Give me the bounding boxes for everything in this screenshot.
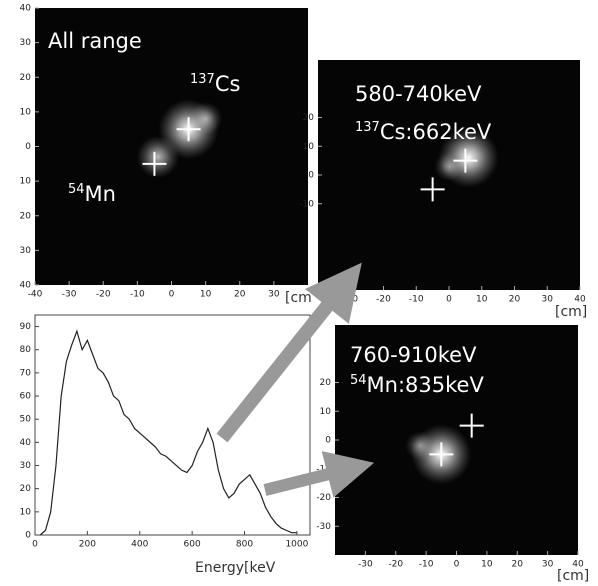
x-tick-label: 30 — [268, 290, 280, 300]
y-tick-label: 30 — [20, 246, 32, 256]
y-tick-label: 0 — [25, 142, 31, 152]
annotation: 137Cs — [190, 72, 240, 97]
x-tick-label: 600 — [184, 540, 201, 550]
y-tick-label: 0 — [308, 171, 314, 181]
y-tick-label: -30 — [316, 522, 331, 532]
y-tick-label: 10 — [320, 407, 332, 417]
x-tick-label: 0 — [454, 560, 460, 570]
y-tick-label: 80 — [20, 345, 32, 355]
x-tick-label: 30 — [542, 295, 554, 305]
x-tick-label: 10 — [476, 295, 488, 305]
arrow — [263, 451, 375, 498]
cross-marker — [420, 177, 445, 202]
annotation-text: Cs — [215, 72, 241, 96]
y-tick-label: 50 — [20, 415, 32, 425]
y-tick-label: 20 — [20, 484, 32, 494]
y-tick-label: 40 — [20, 281, 32, 291]
y-tick-label: 60 — [20, 392, 32, 402]
x-tick-label: 0 — [32, 540, 38, 550]
cross-marker — [453, 148, 478, 173]
y-tick-label: 10 — [20, 507, 32, 517]
y-tick-label: 0 — [325, 436, 331, 446]
y-tick-label: 0 — [25, 531, 31, 541]
annotation-sup: 54 — [350, 373, 367, 388]
x-tick-label: 200 — [79, 540, 96, 550]
cross-marker — [142, 151, 167, 176]
x-tick-label: 400 — [131, 540, 148, 550]
cross-marker — [459, 413, 484, 438]
y-tick-label: 30 — [20, 461, 32, 471]
y-tick-label: -10 — [299, 199, 314, 209]
hotspot — [188, 102, 223, 136]
y-tick-label: 10 — [20, 177, 32, 187]
x-tick-label: -10 — [130, 290, 145, 300]
annotation: 137Cs:662keV — [355, 120, 492, 145]
spectrum-line — [39, 329, 297, 536]
x-tick-label: 40 — [572, 560, 584, 570]
hotspot — [434, 151, 464, 181]
x-tick-label: -10 — [419, 560, 434, 570]
y-tick-label: 30 — [20, 38, 32, 48]
annotation: 54Mn — [68, 182, 116, 207]
panel-title: All range — [48, 29, 142, 53]
annotation-text: Mn — [85, 182, 116, 206]
x-tick-label: -30 — [343, 295, 358, 305]
x-tick-label: -40 — [28, 290, 43, 300]
x-tick-label: 10 — [200, 290, 212, 300]
x-tick-label: 40 — [574, 295, 586, 305]
axis-label: Energy[keV — [195, 560, 276, 576]
cross-marker — [176, 117, 201, 142]
x-tick-label: -20 — [376, 295, 391, 305]
y-tick-label: 40 — [20, 438, 32, 448]
plot-area — [34, 314, 311, 536]
panel-title: 760-910keV — [350, 343, 477, 367]
x-tick-label: 1000 — [285, 540, 308, 550]
y-tick-label: 20 — [303, 113, 315, 123]
annotation-sup: 54 — [68, 182, 85, 197]
x-tick-label: 0 — [169, 290, 175, 300]
y-tick-label: 40 — [20, 4, 32, 14]
hotspot — [405, 431, 435, 461]
x-tick-label: -20 — [96, 290, 111, 300]
annotation-sup: 137 — [190, 72, 215, 87]
x-tick-label: 800 — [236, 540, 253, 550]
y-tick-label: 70 — [20, 368, 32, 378]
y-tick-label: 10 — [20, 107, 32, 117]
y-tick-label: 10 — [303, 142, 315, 152]
x-tick-label: -20 — [388, 560, 403, 570]
x-tick-label: -10 — [409, 295, 424, 305]
axis-label: [cm] — [555, 304, 587, 320]
annotation-sup: 137 — [355, 120, 380, 135]
x-tick-label: -30 — [62, 290, 77, 300]
y-tick-label: 20 — [20, 73, 32, 83]
annotation-text: Cs:662keV — [380, 120, 492, 144]
cross-marker — [429, 442, 454, 467]
annotation: 54Mn:835keV — [350, 373, 484, 398]
annotation-text: Mn:835keV — [367, 373, 485, 397]
x-tick-label: 20 — [512, 560, 524, 570]
axis-label: [cm — [285, 290, 312, 306]
arrow — [216, 262, 362, 443]
y-tick-label: 90 — [20, 322, 32, 332]
y-tick-label: 20 — [20, 211, 32, 221]
hotspot — [136, 135, 180, 179]
panel-title: 580-740keV — [355, 82, 482, 106]
x-tick-label: -30 — [358, 560, 373, 570]
x-tick-label: 20 — [509, 295, 521, 305]
axis-label: [cm] — [557, 568, 589, 584]
x-tick-label: 30 — [542, 560, 554, 570]
x-tick-label: 0 — [446, 295, 452, 305]
x-tick-label: 20 — [234, 290, 246, 300]
x-tick-label: 10 — [481, 560, 493, 570]
y-tick-label: 20 — [320, 378, 332, 388]
y-tick-label: -20 — [316, 493, 331, 503]
